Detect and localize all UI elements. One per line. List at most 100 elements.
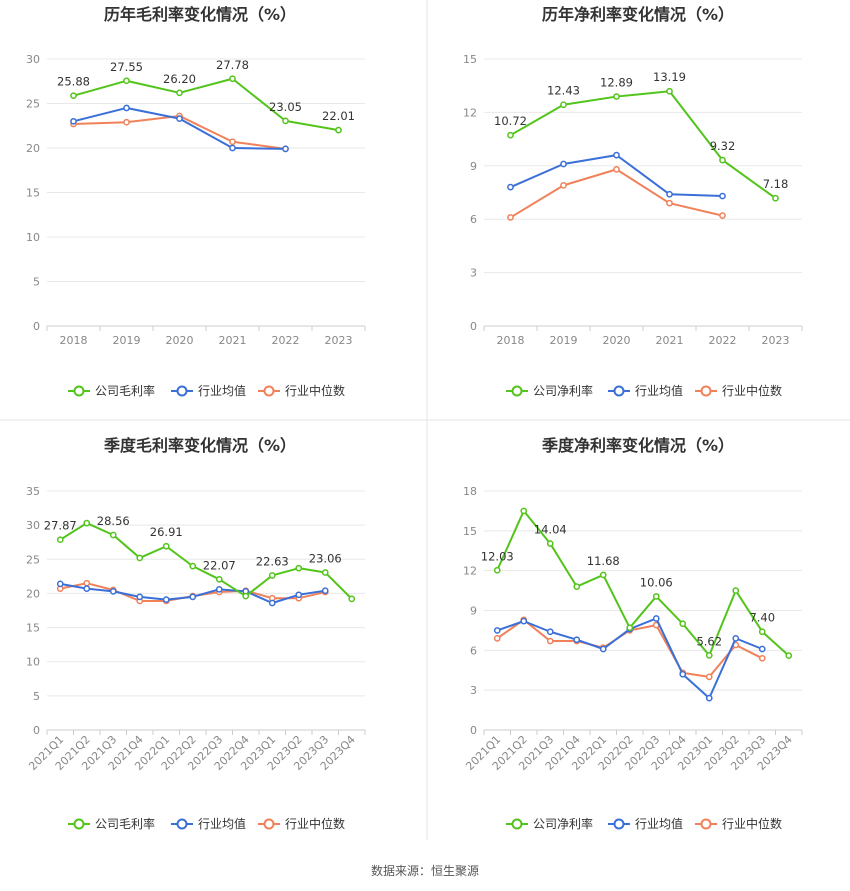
data-point-industry_avg: [719, 192, 726, 200]
x-tick-label: 2018: [497, 334, 525, 347]
y-tick-label: 0: [33, 724, 40, 737]
data-point-industry_avg: [546, 628, 554, 636]
data-point-industry_avg: [123, 104, 130, 112]
legend-marker-company: [511, 385, 523, 397]
legend-label-company: 公司毛利率: [95, 383, 155, 398]
data-point-industry_median: [560, 182, 567, 189]
data-point-industry_avg: [295, 591, 303, 599]
data-label: 26.91: [150, 525, 183, 539]
x-tick-label: 2022: [272, 334, 300, 347]
y-tick-label: 12: [463, 106, 477, 119]
data-point-industry_median: [613, 166, 620, 173]
y-tick-label: 18: [463, 485, 477, 498]
data-point-company: [268, 572, 276, 579]
y-tick-label: 25: [26, 553, 40, 566]
data-point-company: [493, 566, 501, 574]
legend-marker-company: [73, 818, 85, 830]
data-point-company: [109, 531, 117, 539]
y-tick-label: 20: [26, 587, 40, 600]
data-point-company: [546, 540, 554, 547]
y-tick-label: 15: [463, 53, 477, 66]
y-tick-label: 15: [26, 187, 40, 200]
data-point-company: [282, 117, 289, 125]
legend-marker-company: [73, 385, 85, 397]
data-point-industry_avg: [507, 183, 514, 191]
legend-marker-company: [511, 818, 523, 830]
data-point-company: [242, 592, 250, 600]
data-point-industry_avg: [732, 635, 740, 642]
data-point-industry_avg: [599, 645, 607, 653]
data-point-company: [123, 77, 130, 85]
data-label: 22.63: [256, 554, 289, 568]
y-tick-label: 15: [463, 525, 477, 538]
data-point-company: [772, 194, 779, 202]
legend-label-industry_avg: 行业均值: [198, 383, 246, 398]
y-tick-label: 3: [470, 684, 477, 697]
data-point-industry_median: [83, 579, 91, 587]
data-label: 27.87: [44, 519, 77, 533]
chart-panel-4: 季度净利率变化情况（%）03691215182021Q12021Q22021Q3…: [463, 436, 803, 831]
data-point-industry_avg: [573, 636, 581, 644]
data-point-company: [613, 93, 620, 100]
data-point-company: [229, 75, 236, 83]
data-point-company: [719, 156, 726, 164]
data-label: 26.20: [163, 72, 196, 86]
x-tick-label: 2020: [603, 334, 631, 347]
data-point-industry_avg: [56, 580, 64, 588]
data-label: 7.18: [763, 177, 789, 191]
data-point-company: [321, 569, 329, 576]
data-point-industry_avg: [189, 593, 197, 601]
legend-marker-industry_avg: [613, 385, 625, 397]
y-tick-label: 10: [26, 656, 40, 669]
data-point-company: [573, 583, 581, 590]
data-point-industry_avg: [83, 585, 91, 592]
x-tick-label: 2023: [762, 334, 790, 347]
data-point-industry_median: [123, 118, 130, 126]
series-line-industry_median: [509, 168, 723, 219]
data-point-company: [785, 652, 793, 659]
y-tick-label: 5: [33, 276, 40, 289]
data-point-industry_median: [666, 199, 673, 207]
data-label: 27.78: [216, 58, 249, 72]
y-tick-label: 0: [470, 724, 477, 737]
legend-marker-industry_avg: [176, 818, 188, 830]
y-tick-label: 6: [470, 644, 477, 657]
data-label: 5.62: [696, 634, 722, 648]
data-label: 11.68: [587, 554, 620, 568]
data-point-industry_median: [507, 214, 514, 221]
data-point-industry_median: [493, 635, 501, 642]
data-point-industry_avg: [215, 585, 223, 593]
data-label: 13.19: [653, 70, 686, 84]
data-point-industry_avg: [70, 117, 77, 125]
legend-label-industry_median: 行业中位数: [285, 383, 345, 398]
data-point-industry_avg: [162, 596, 170, 603]
data-point-industry_avg: [321, 587, 329, 595]
legend-marker-industry_median: [263, 385, 275, 397]
x-tick-label: 2019: [550, 334, 578, 347]
legend-label-company: 公司毛利率: [95, 816, 155, 831]
y-tick-label: 5: [33, 690, 40, 703]
data-label: 25.88: [57, 75, 90, 89]
y-tick-label: 0: [470, 320, 477, 333]
data-label: 12.43: [547, 84, 580, 98]
data-point-company: [56, 536, 64, 544]
data-point-company: [189, 562, 197, 570]
chart-panel-2: 历年净利率变化情况（%） 0 3 6 9 12 15 2018 2019 2020 2021 2022…: [463, 5, 803, 398]
series-line-company: [73, 77, 339, 132]
data-point-company: [335, 126, 342, 134]
data-point-industry_avg: [136, 593, 144, 601]
legend-marker-industry_avg: [613, 818, 625, 830]
data-point-company: [520, 507, 528, 515]
y-tick-label: 3: [470, 267, 477, 280]
data-point-industry_median: [705, 673, 713, 681]
x-tick-label: 2022: [709, 334, 737, 347]
chart-title: 历年毛利率变化情况（%）: [104, 5, 296, 24]
data-point-industry_avg: [652, 615, 660, 622]
data-point-company: [560, 101, 567, 109]
legend-marker-industry_median: [700, 385, 712, 397]
legend-label-industry_median: 行业中位数: [722, 816, 782, 831]
y-tick-label: 35: [26, 485, 40, 498]
data-point-company: [758, 628, 766, 636]
data-point-industry_avg: [176, 115, 183, 122]
